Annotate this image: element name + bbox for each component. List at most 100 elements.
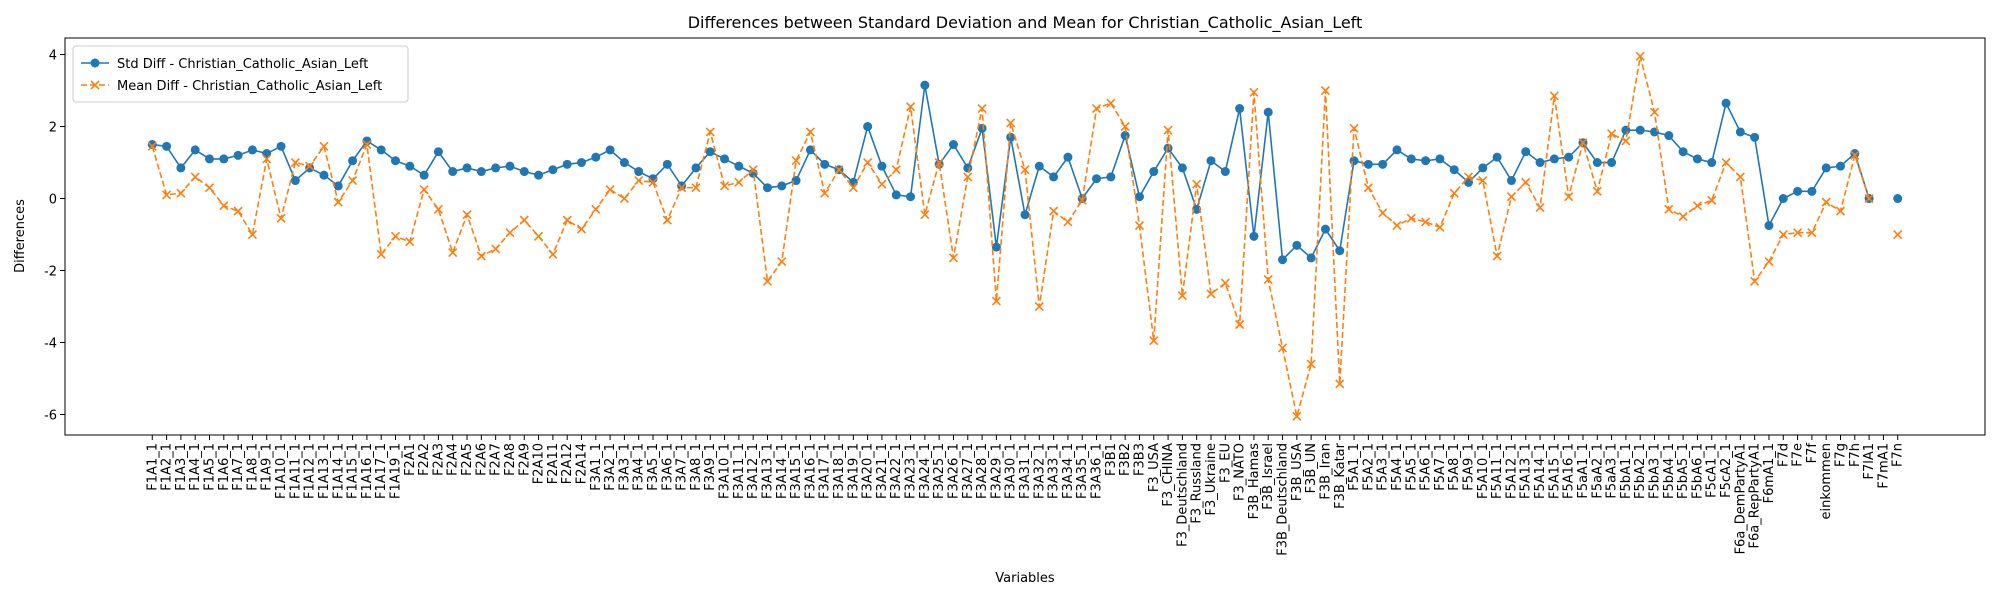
x-tick-label: F2A12 bbox=[560, 443, 575, 484]
x-marker bbox=[848, 183, 858, 193]
x-marker bbox=[662, 215, 672, 225]
point bbox=[1349, 156, 1359, 166]
x-tick-label: F7lA1 bbox=[1862, 443, 1877, 480]
x-marker bbox=[1177, 291, 1187, 301]
x-marker bbox=[1306, 359, 1316, 369]
x-tick-label: F1A19_1 bbox=[388, 443, 403, 499]
point bbox=[1235, 104, 1245, 114]
x-marker bbox=[1821, 197, 1831, 207]
x-tick-label: F3A23_1 bbox=[904, 443, 919, 499]
x-marker bbox=[634, 175, 644, 186]
point bbox=[1793, 186, 1803, 196]
x-tick-label: F3B_UN bbox=[1304, 443, 1319, 493]
x-marker bbox=[605, 184, 615, 195]
x-tick-label: F7f bbox=[1805, 443, 1820, 464]
point bbox=[777, 181, 787, 191]
point bbox=[1292, 240, 1302, 250]
x-marker bbox=[233, 206, 243, 216]
point bbox=[205, 154, 215, 164]
y-tick-label: -6 bbox=[44, 408, 57, 423]
x-tick-label: F3A19_1 bbox=[846, 443, 861, 499]
x-tick-label: F5bA3_1 bbox=[1648, 443, 1663, 499]
point bbox=[1149, 167, 1159, 177]
point bbox=[906, 192, 916, 202]
x-marker bbox=[276, 213, 286, 223]
point bbox=[1363, 159, 1373, 169]
x-marker bbox=[905, 102, 916, 112]
x-tick-label: F5A2_1 bbox=[1361, 443, 1376, 491]
x-marker bbox=[1106, 98, 1116, 108]
x-marker bbox=[677, 183, 687, 193]
legend-label: Std Diff - Christian_Catholic_Asian_Left bbox=[117, 57, 368, 72]
x-tick-label: F3A22_1 bbox=[889, 443, 904, 499]
x-tick-label: F3_Russland bbox=[1190, 443, 1205, 524]
point bbox=[1435, 154, 1445, 164]
legend-marker bbox=[90, 80, 100, 90]
x-marker bbox=[1506, 192, 1517, 202]
x-tick-label: F5cA1_1 bbox=[1705, 443, 1720, 498]
x-marker bbox=[1206, 289, 1216, 299]
x-marker bbox=[333, 197, 343, 207]
point bbox=[333, 181, 343, 191]
x-marker bbox=[1707, 195, 1717, 205]
x-marker bbox=[1807, 228, 1817, 238]
x-tick-label: F5A9_1 bbox=[1462, 443, 1477, 491]
x-marker bbox=[319, 141, 329, 151]
point bbox=[348, 156, 358, 166]
x-marker bbox=[1063, 217, 1073, 227]
point bbox=[405, 161, 415, 171]
x-marker bbox=[219, 201, 229, 211]
point bbox=[691, 163, 701, 173]
point bbox=[305, 163, 315, 173]
x-marker bbox=[1134, 220, 1145, 231]
x-marker bbox=[977, 103, 987, 114]
x-tick-label: F2A7 bbox=[489, 443, 504, 476]
point bbox=[433, 147, 443, 157]
point bbox=[1177, 163, 1187, 173]
x-marker bbox=[934, 157, 944, 168]
x-marker bbox=[1850, 150, 1860, 160]
x-tick-label: F3_EU bbox=[1218, 443, 1233, 483]
x-marker bbox=[1750, 276, 1760, 286]
x-tick-label: F3A8_1 bbox=[689, 443, 704, 491]
x-tick-label: F3_Ukraine bbox=[1204, 443, 1219, 515]
point bbox=[1735, 127, 1745, 137]
x-marker bbox=[462, 210, 472, 220]
x-tick-label: F3B_Israel bbox=[1261, 443, 1276, 510]
x-tick-label: F3A1_1 bbox=[589, 443, 604, 491]
x-marker bbox=[1034, 301, 1044, 312]
x-marker bbox=[1635, 51, 1645, 61]
x-marker bbox=[619, 193, 629, 204]
point bbox=[1049, 172, 1059, 182]
x-tick-label: F6mA1_1 bbox=[1762, 443, 1777, 503]
x-tick-label: F2A3 bbox=[431, 443, 446, 476]
point bbox=[1063, 152, 1073, 162]
point bbox=[1564, 152, 1574, 162]
x-tick-label: F1A2_1 bbox=[160, 443, 175, 491]
x-tick-label: F5A12_1 bbox=[1504, 443, 1519, 499]
point bbox=[319, 170, 329, 180]
x-marker bbox=[734, 177, 744, 187]
x-marker bbox=[863, 157, 873, 168]
x-tick-label: F3A32_1 bbox=[1032, 443, 1047, 499]
point bbox=[1778, 194, 1788, 204]
x-marker bbox=[920, 210, 930, 220]
x-tick-label: F1A1_1 bbox=[145, 443, 160, 491]
point bbox=[1421, 156, 1431, 166]
x-marker bbox=[705, 127, 715, 137]
point bbox=[677, 181, 687, 191]
x-marker bbox=[1378, 208, 1388, 218]
x-marker bbox=[1521, 177, 1531, 187]
x-tick-label: F3A25_1 bbox=[932, 443, 947, 499]
x-marker bbox=[576, 224, 587, 234]
point bbox=[1163, 143, 1173, 153]
x-tick-label: F2A6 bbox=[474, 443, 489, 476]
x-tick-label: F2A9 bbox=[517, 443, 532, 476]
point bbox=[1692, 154, 1702, 164]
x-marker bbox=[1778, 229, 1788, 240]
x-marker bbox=[1835, 206, 1846, 216]
x-marker bbox=[1263, 274, 1273, 285]
x-marker bbox=[390, 231, 401, 241]
x-tick-label: F1A13_1 bbox=[317, 443, 332, 499]
